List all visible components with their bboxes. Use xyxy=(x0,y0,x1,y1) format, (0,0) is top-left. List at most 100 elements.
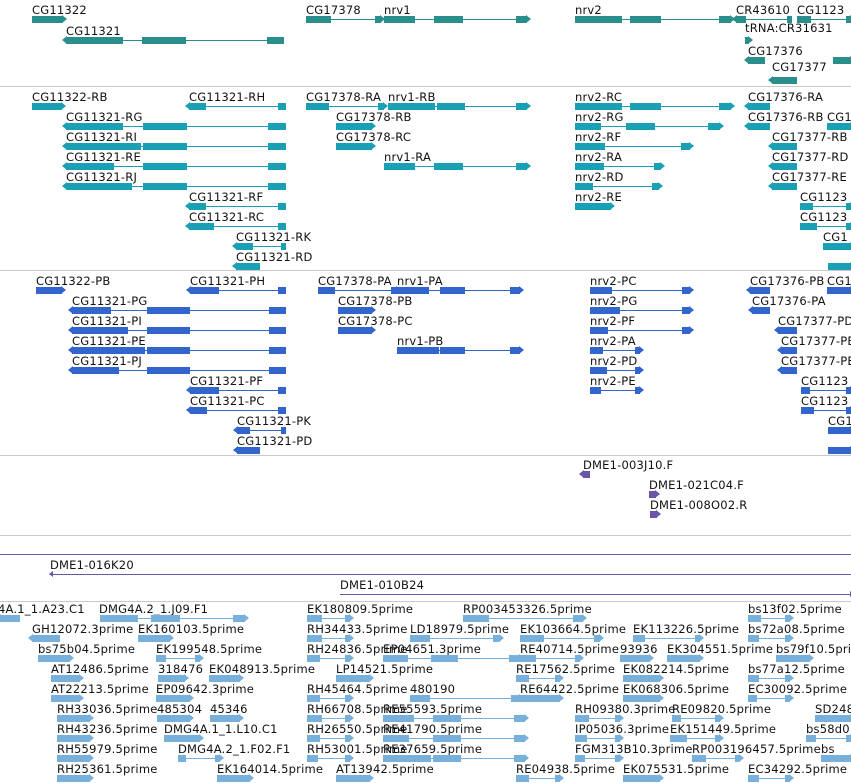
feature-glyph[interactable] xyxy=(667,654,704,662)
feature-glyph[interactable] xyxy=(590,366,644,374)
feature-glyph[interactable] xyxy=(748,674,794,682)
feature-label[interactable]: CG1123 xyxy=(801,374,849,388)
feature-label[interactable]: LD18979.5prime xyxy=(410,622,510,636)
feature-label[interactable]: CG11321-PD xyxy=(237,434,313,448)
feature-label[interactable]: CG11321-PF xyxy=(190,374,264,388)
feature-label[interactable]: CG11321-RK xyxy=(236,230,312,244)
feature-glyph[interactable] xyxy=(745,36,753,44)
feature-glyph[interactable] xyxy=(748,614,794,622)
feature-label[interactable]: IP05036.3prime xyxy=(575,722,670,736)
feature-label[interactable]: EP09642.3prime xyxy=(156,682,255,696)
feature-label[interactable]: DME1-003J10.F xyxy=(583,458,674,472)
feature-label[interactable]: RE40714.5prime xyxy=(520,642,620,656)
feature-glyph[interactable] xyxy=(801,406,851,414)
feature-label[interactable]: RH33036.5prime xyxy=(57,702,158,716)
feature-label[interactable]: RH26550.5prime xyxy=(307,722,408,736)
feature-glyph[interactable] xyxy=(590,386,644,394)
feature-label[interactable]: 485304 xyxy=(157,702,203,716)
feature-glyph[interactable] xyxy=(38,654,74,662)
feature-label[interactable]: CG11321-RJ xyxy=(66,170,138,184)
feature-label[interactable]: CG17378-PB xyxy=(338,294,413,308)
feature-glyph[interactable] xyxy=(670,734,724,742)
feature-label[interactable]: 318476 xyxy=(158,662,204,676)
feature-label[interactable]: EK199548.5prime xyxy=(156,642,263,656)
feature-glyph[interactable] xyxy=(520,634,604,642)
feature-glyph[interactable] xyxy=(575,182,663,190)
feature-glyph[interactable] xyxy=(185,222,286,230)
feature-glyph[interactable] xyxy=(68,306,286,314)
feature-glyph[interactable] xyxy=(383,754,529,762)
feature-glyph[interactable] xyxy=(185,202,286,210)
feature-label[interactable]: CG11322-PB xyxy=(36,274,111,288)
feature-glyph[interactable] xyxy=(233,446,260,454)
feature-glyph[interactable] xyxy=(383,654,524,662)
feature-label[interactable]: AT13942.5prime xyxy=(336,762,434,776)
feature-glyph[interactable] xyxy=(62,36,284,44)
feature-label[interactable]: CG1 xyxy=(828,414,851,428)
feature-glyph[interactable] xyxy=(32,15,67,23)
feature-glyph[interactable] xyxy=(776,654,814,662)
feature-label[interactable]: CR43610 xyxy=(736,3,791,17)
feature-glyph[interactable] xyxy=(49,571,851,577)
feature-label[interactable]: RH55979.5prime xyxy=(57,742,158,756)
feature-glyph[interactable] xyxy=(186,286,286,294)
feature-glyph[interactable] xyxy=(178,754,224,762)
feature-label[interactable]: nrv2-RD xyxy=(575,170,624,184)
feature-label[interactable]: EK304551.5prime xyxy=(667,642,774,656)
feature-glyph[interactable] xyxy=(410,694,524,702)
feature-label[interactable]: RH53001.5prime xyxy=(307,742,408,756)
feature-glyph[interactable] xyxy=(210,714,244,722)
feature-label[interactable]: RE09820.5prime xyxy=(672,702,772,716)
feature-label[interactable]: bs72a08.5prime xyxy=(748,622,845,636)
feature-glyph[interactable] xyxy=(623,674,664,682)
feature-glyph[interactable] xyxy=(336,774,374,782)
feature-label[interactable]: nrv2-RF xyxy=(575,130,622,144)
feature-label[interactable]: CG11322-RB xyxy=(32,90,108,104)
feature-label[interactable]: EK103664.5prime xyxy=(520,622,627,636)
feature-label[interactable]: CG11321-RC xyxy=(189,210,265,224)
feature-label[interactable]: CG11321-PC xyxy=(190,394,265,408)
feature-label[interactable]: CG17376-RA xyxy=(748,90,824,104)
feature-label[interactable]: CG17376-PA xyxy=(752,294,826,308)
feature-label[interactable]: CG11321-RG xyxy=(66,110,143,124)
feature-label[interactable]: RH43236.5prime xyxy=(57,722,158,736)
feature-label[interactable]: CG11321-PG xyxy=(72,294,148,308)
feature-glyph[interactable] xyxy=(57,774,94,782)
feature-glyph[interactable] xyxy=(62,122,286,130)
feature-glyph[interactable] xyxy=(575,734,624,742)
feature-label[interactable]: DME1-021C04.F xyxy=(649,478,744,492)
feature-glyph[interactable] xyxy=(28,634,60,642)
feature-label[interactable]: nrv1 xyxy=(384,3,411,17)
feature-glyph[interactable] xyxy=(520,654,584,662)
feature-glyph[interactable] xyxy=(768,142,797,150)
feature-glyph[interactable] xyxy=(463,614,587,622)
feature-label[interactable]: nrv2-RA xyxy=(575,150,623,164)
feature-glyph[interactable] xyxy=(575,754,624,762)
feature-glyph[interactable] xyxy=(307,754,354,762)
feature-glyph[interactable] xyxy=(62,162,286,170)
feature-label[interactable]: nrv1-RB xyxy=(388,90,436,104)
feature-label[interactable]: LP14521.5prime xyxy=(336,662,434,676)
feature-label[interactable]: CG17376-PB xyxy=(750,274,825,288)
feature-glyph[interactable] xyxy=(633,634,704,642)
feature-label[interactable]: CG1123 xyxy=(801,394,849,408)
feature-label[interactable]: GH12072.3prime xyxy=(32,622,134,636)
feature-label[interactable]: CG17378-RC xyxy=(336,130,412,144)
feature-glyph[interactable] xyxy=(768,182,797,190)
feature-label[interactable]: AT22213.5prime xyxy=(51,682,149,696)
feature-glyph[interactable] xyxy=(57,714,94,722)
feature-label[interactable]: CG11321-PE xyxy=(72,334,146,348)
feature-label[interactable]: CG11321-PJ xyxy=(72,354,143,368)
feature-label[interactable]: CG17378-PC xyxy=(338,314,413,328)
feature-glyph[interactable] xyxy=(768,162,797,170)
feature-glyph[interactable] xyxy=(744,56,765,64)
feature-label[interactable]: EK075531.5prime xyxy=(623,762,730,776)
feature-glyph[interactable] xyxy=(217,774,254,782)
feature-label[interactable]: RH25361.5prime xyxy=(57,762,158,776)
feature-label[interactable]: CG17376-RB xyxy=(748,110,824,124)
feature-label[interactable]: EK151449.5prime xyxy=(670,722,777,736)
feature-label[interactable]: CG1 xyxy=(827,274,851,288)
feature-glyph[interactable] xyxy=(623,694,664,702)
feature-label[interactable]: DMG4A.1_1.L10.C1 xyxy=(164,722,278,736)
feature-glyph[interactable] xyxy=(575,102,735,110)
